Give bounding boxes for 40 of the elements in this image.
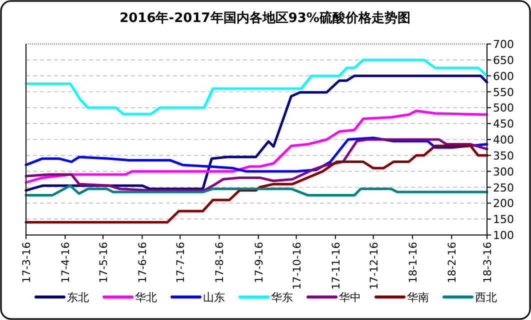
x-tick-label: 17-5-16 <box>98 242 110 283</box>
y-tick-label: 350 <box>493 149 514 162</box>
legend-label: 华南 <box>407 291 429 304</box>
legend-label: 山东 <box>203 291 225 304</box>
y-tick-label: 550 <box>493 86 514 99</box>
y-tick-label: 700 <box>493 38 514 51</box>
y-tick-label: 200 <box>493 197 514 210</box>
chart-title: 2016年-2017年国内各地区93%硫酸价格走势图 <box>120 10 410 26</box>
legend-label: 西北 <box>475 291 497 304</box>
y-tick-label: 300 <box>493 165 514 178</box>
line-series <box>24 138 488 192</box>
x-tick-label: 17-3-16 <box>21 242 33 283</box>
x-tick-label: 17-4-16 <box>60 242 72 283</box>
x-tick-label: 17-12-16 <box>368 242 380 290</box>
line-series <box>24 110 488 184</box>
y-tick-label: 400 <box>493 134 514 146</box>
y-tick-label: 600 <box>493 70 514 83</box>
x-tick-label: 17-9-16 <box>253 242 266 283</box>
legend-label: 华东 <box>271 291 293 304</box>
x-tick-label: 17-8-16 <box>214 242 226 283</box>
line-series <box>24 184 488 196</box>
y-tick-label: 150 <box>493 213 514 226</box>
x-tick-label: 18-1-16 <box>407 242 420 283</box>
x-tick-label: 17-7-16 <box>175 242 188 283</box>
y-tick-label: 450 <box>493 118 514 131</box>
x-tick-label: 17-6-16 <box>137 242 150 283</box>
line-series <box>24 144 488 224</box>
x-tick-label: 17-10-16 <box>291 242 304 290</box>
line-series <box>24 74 488 192</box>
y-tick-label: 100 <box>493 229 514 242</box>
legend-label: 东北 <box>67 291 89 304</box>
y-tick-label: 650 <box>493 54 514 67</box>
x-tick-label: 17-11-16 <box>330 242 342 290</box>
line-series <box>24 58 488 116</box>
legend-label: 华北 <box>135 291 157 304</box>
legend-label: 华中 <box>339 291 361 304</box>
x-tick-label: 18-2-16 <box>446 242 459 283</box>
y-tick-label: 250 <box>493 181 514 194</box>
x-tick-label: 18-3-16 <box>482 242 494 283</box>
y-tick-label: 500 <box>493 102 514 115</box>
